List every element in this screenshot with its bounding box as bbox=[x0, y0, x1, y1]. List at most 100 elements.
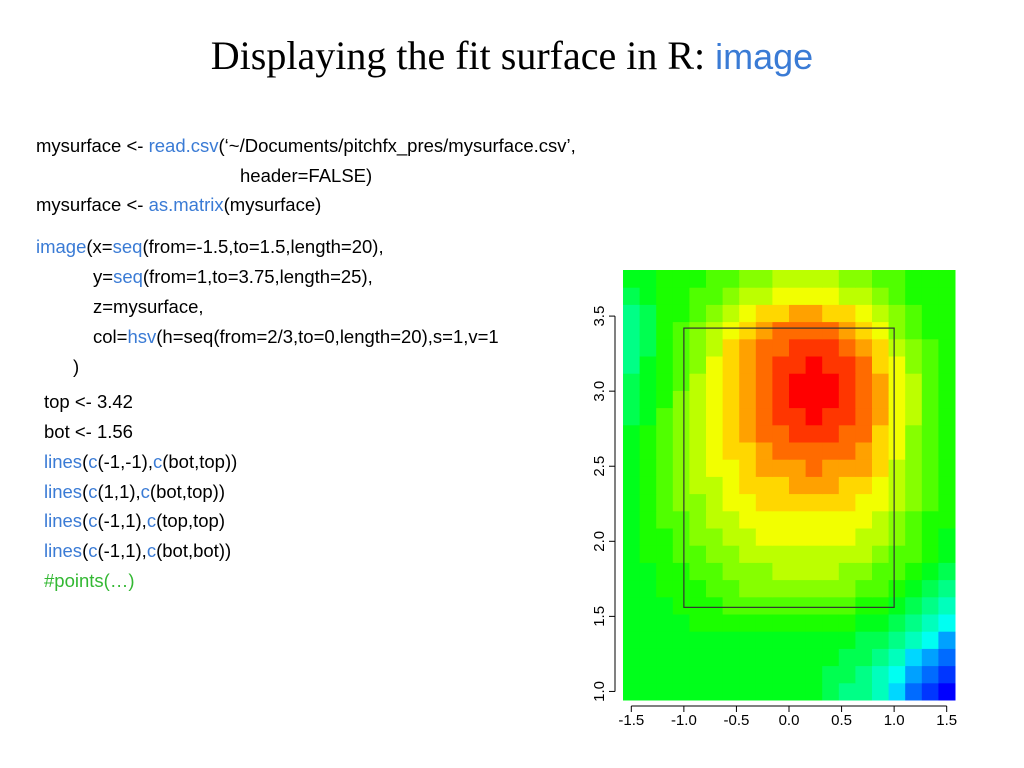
heatmap-cell bbox=[772, 373, 790, 391]
heatmap-cell bbox=[772, 287, 790, 305]
heatmap-cell bbox=[855, 373, 873, 391]
heatmap-cell bbox=[855, 338, 873, 357]
heatmap-cell bbox=[855, 545, 873, 563]
heatmap-cell bbox=[938, 407, 956, 426]
heatmap-cell bbox=[938, 442, 956, 460]
heatmap-cell bbox=[706, 510, 724, 529]
heatmap-cell bbox=[639, 528, 657, 546]
y-tick-label: 2.5 bbox=[591, 456, 608, 477]
heatmap-cell bbox=[838, 476, 856, 495]
heatmap-cell bbox=[623, 270, 641, 288]
heatmap-cell bbox=[905, 510, 923, 529]
code: (-1,-1), bbox=[97, 451, 153, 472]
code-fn: c bbox=[88, 451, 98, 472]
heatmap-cell bbox=[921, 287, 939, 305]
code-fn: image bbox=[36, 236, 87, 257]
title-keyword: image bbox=[715, 36, 814, 77]
heatmap-cell bbox=[639, 373, 657, 391]
heatmap-cell bbox=[772, 545, 790, 563]
heatmap-cell bbox=[855, 407, 873, 426]
heatmap-cell bbox=[838, 287, 856, 305]
heatmap-cell bbox=[921, 631, 939, 649]
code-fn: hsv bbox=[127, 326, 157, 347]
heatmap-cell bbox=[805, 596, 823, 615]
heatmap-cell bbox=[689, 579, 707, 598]
heatmap-cell bbox=[888, 596, 906, 615]
heatmap-cell bbox=[772, 390, 790, 409]
heatmap-cell bbox=[722, 476, 740, 495]
heatmap-cell bbox=[938, 562, 956, 581]
heatmap-cell bbox=[888, 442, 906, 460]
heatmap-cell bbox=[722, 631, 740, 649]
heatmap-cell bbox=[872, 287, 890, 305]
heatmap-cell bbox=[938, 390, 956, 409]
heatmap-cell bbox=[706, 579, 724, 598]
heatmap-cell bbox=[838, 424, 856, 443]
heatmap-cell bbox=[656, 390, 674, 409]
heatmap-cell bbox=[822, 665, 840, 684]
heatmap-cell bbox=[872, 596, 890, 615]
heatmap-cell bbox=[872, 390, 890, 409]
heatmap-cell bbox=[672, 442, 690, 460]
heatmap-cell bbox=[855, 459, 873, 477]
heatmap-cell bbox=[872, 631, 890, 649]
heatmap-cell bbox=[921, 545, 939, 563]
heatmap-cell bbox=[672, 648, 690, 667]
heatmap-cell bbox=[656, 442, 674, 460]
heatmap-cell bbox=[921, 596, 939, 615]
heatmap-cell bbox=[838, 356, 856, 374]
code-fn: c bbox=[88, 481, 98, 502]
heatmap-cell bbox=[805, 373, 823, 391]
heatmap-cell bbox=[888, 424, 906, 443]
heatmap-cell bbox=[639, 390, 657, 409]
heatmap-cell bbox=[706, 459, 724, 477]
heatmap-cell bbox=[722, 682, 740, 701]
heatmap-cell bbox=[822, 579, 840, 598]
heatmap-cell bbox=[755, 442, 773, 460]
heatmap-cell bbox=[921, 528, 939, 546]
heatmap-cell bbox=[623, 493, 641, 512]
heatmap-cell bbox=[905, 459, 923, 477]
heatmap-cell bbox=[639, 682, 657, 701]
heatmap-cell bbox=[938, 579, 956, 598]
heatmap-cell bbox=[789, 493, 807, 512]
code-fn: as.matrix bbox=[148, 194, 224, 215]
heatmap-cell bbox=[706, 596, 724, 615]
heatmap-cell bbox=[689, 287, 707, 305]
heatmap-cell bbox=[905, 665, 923, 684]
heatmap-cell bbox=[822, 442, 840, 460]
heatmap-cell bbox=[656, 493, 674, 512]
heatmap-cell bbox=[789, 682, 807, 701]
heatmap-cell bbox=[888, 338, 906, 357]
heatmap-cell bbox=[888, 665, 906, 684]
heatmap-cell bbox=[921, 373, 939, 391]
heatmap-cell bbox=[789, 424, 807, 443]
heatmap-cell bbox=[805, 270, 823, 288]
heatmap-cell bbox=[938, 476, 956, 495]
heatmap-cell bbox=[921, 665, 939, 684]
code-fn: seq bbox=[112, 236, 143, 257]
heatmap-cell bbox=[888, 579, 906, 598]
heatmap-cell bbox=[789, 321, 807, 340]
heatmap-cell bbox=[706, 270, 724, 288]
heatmap-cell bbox=[623, 545, 641, 563]
heatmap-cell bbox=[739, 596, 757, 615]
heatmap-cell bbox=[855, 476, 873, 495]
heatmap-cell bbox=[739, 545, 757, 563]
heatmap-cell bbox=[689, 493, 707, 512]
heatmap-cell bbox=[921, 442, 939, 460]
heatmap-cell bbox=[938, 287, 956, 305]
heatmap-cell bbox=[722, 373, 740, 391]
heatmap-cell bbox=[623, 304, 641, 323]
heatmap-cell bbox=[672, 424, 690, 443]
code-line: y=seq(from=1,to=3.75,length=25), bbox=[93, 266, 373, 288]
heatmap-cell bbox=[722, 304, 740, 323]
heatmap-cell bbox=[656, 321, 674, 340]
heatmap-cell bbox=[888, 459, 906, 477]
heatmap-cell bbox=[872, 338, 890, 357]
heatmap-cell bbox=[872, 356, 890, 374]
heatmap-cell bbox=[838, 270, 856, 288]
code: ( bbox=[82, 451, 89, 472]
heatmap-cell bbox=[672, 287, 690, 305]
heatmap-cell bbox=[921, 459, 939, 477]
